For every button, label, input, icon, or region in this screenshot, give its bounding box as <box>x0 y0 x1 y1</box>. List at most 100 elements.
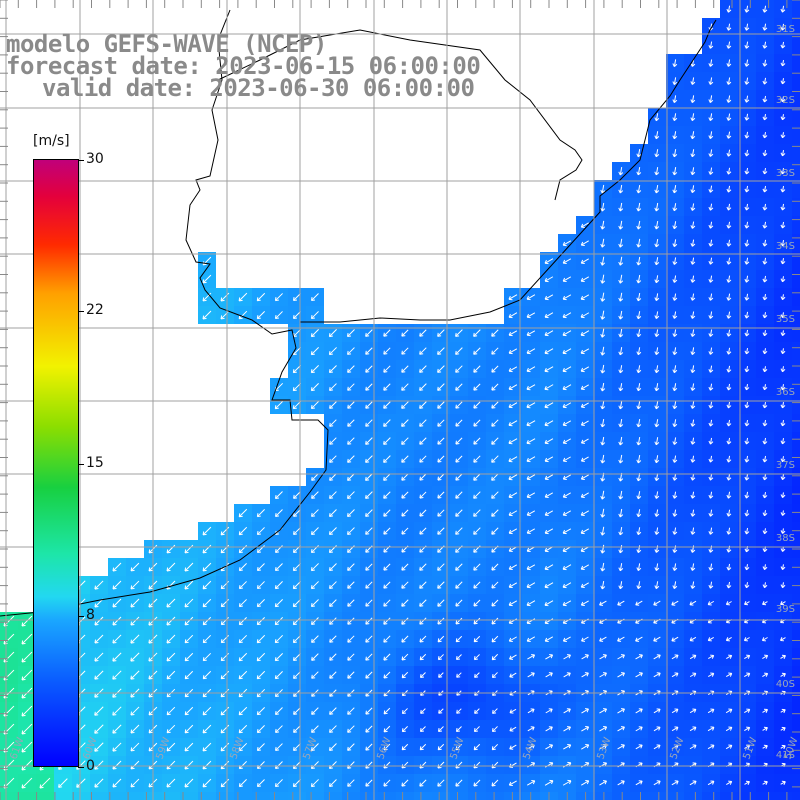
wind-arrow <box>275 509 283 517</box>
wind-arrow <box>544 312 554 319</box>
wind-arrow <box>580 474 589 480</box>
wind-arrow <box>473 329 481 337</box>
wind-arrow <box>690 293 696 301</box>
wind-arrow <box>635 672 643 678</box>
wind-arrow <box>780 78 786 85</box>
wind-arrow <box>491 383 499 391</box>
wind-arrow <box>383 599 391 607</box>
wind-speed-cell <box>792 90 800 108</box>
wind-arrow <box>526 510 536 517</box>
wind-speed-cell <box>108 792 126 800</box>
wind-arrow <box>599 672 607 678</box>
wind-arrow <box>419 347 427 355</box>
wind-arrow <box>491 672 498 679</box>
wind-arrow <box>202 310 212 320</box>
wind-arrow <box>310 401 319 410</box>
wind-arrow <box>347 617 355 625</box>
wind-arrow <box>708 365 714 373</box>
wind-arrow <box>618 581 624 590</box>
wind-arrow <box>780 239 786 247</box>
wind-arrow <box>544 510 554 517</box>
wind-arrow <box>780 23 786 31</box>
wind-arrow <box>311 509 319 517</box>
wind-arrow <box>636 527 642 536</box>
wind-arrow <box>653 672 661 678</box>
wind-arrow <box>618 292 624 302</box>
wind-arrow <box>544 456 554 463</box>
wind-arrow <box>636 311 642 320</box>
wind-arrow <box>310 347 319 356</box>
wind-arrow <box>672 77 678 85</box>
wind-arrow <box>238 292 248 302</box>
wind-arrow <box>365 437 373 445</box>
wind-arrow <box>690 329 696 337</box>
wind-arrow <box>112 652 122 662</box>
wind-arrow <box>310 383 319 392</box>
wind-arrow <box>581 654 589 660</box>
wind-arrow <box>166 562 176 572</box>
wind-arrow <box>672 383 678 392</box>
wind-arrow <box>311 653 319 661</box>
wind-arrow <box>562 564 572 571</box>
wind-arrow <box>726 293 732 301</box>
wind-arrow <box>618 184 624 194</box>
wind-arrow <box>473 563 481 571</box>
colorbar-tick-mark <box>78 311 84 312</box>
wind-arrow <box>473 347 481 355</box>
wind-arrow <box>94 652 104 662</box>
wind-arrow <box>329 419 337 427</box>
wind-arrow <box>636 418 642 428</box>
wind-arrow <box>562 312 572 319</box>
wind-arrow <box>708 203 714 211</box>
wind-arrow <box>274 616 284 626</box>
wind-arrow <box>708 329 714 337</box>
wind-arrow <box>762 221 768 229</box>
wind-arrow <box>347 437 355 445</box>
wind-arrow <box>311 671 319 679</box>
wind-arrow <box>455 509 463 517</box>
wind-arrow <box>671 600 679 606</box>
wind-arrow <box>526 402 536 409</box>
wind-arrow <box>725 637 732 642</box>
wind-arrow <box>544 636 554 643</box>
wind-arrow <box>671 654 679 660</box>
wind-arrow <box>600 328 606 338</box>
wind-arrow <box>509 654 517 660</box>
wind-arrow <box>600 184 606 194</box>
wind-arrow <box>526 348 536 355</box>
wind-arrow <box>636 329 642 338</box>
wind-arrow <box>654 275 660 284</box>
wind-arrow <box>383 581 391 589</box>
wind-arrow <box>383 383 391 391</box>
wind-arrow <box>437 509 445 517</box>
wind-arrow <box>166 670 176 680</box>
wind-arrow <box>256 310 266 320</box>
valid-date: valid date: 2023-06-30 06:00:00 <box>42 74 475 102</box>
wind-arrow <box>508 438 518 445</box>
wind-speed-cell <box>612 792 630 800</box>
wind-arrow <box>383 671 391 679</box>
wind-arrow <box>526 330 536 337</box>
wind-speed-cell <box>792 126 800 144</box>
lat-label: 36S <box>776 387 795 398</box>
wind-arrow <box>491 437 499 445</box>
wind-arrow <box>274 599 283 608</box>
wind-arrow <box>780 167 786 175</box>
wind-arrow <box>618 347 624 356</box>
wind-arrow <box>744 491 750 499</box>
wind-arrow <box>220 544 230 554</box>
wind-arrow <box>726 203 732 211</box>
wind-arrow <box>726 311 732 319</box>
wind-arrow <box>274 293 283 302</box>
wind-arrow <box>383 329 391 337</box>
wind-arrow <box>365 563 373 571</box>
wind-arrow <box>708 293 714 301</box>
wind-arrow <box>526 366 536 373</box>
wind-arrow <box>347 509 355 517</box>
wind-arrow <box>654 131 660 140</box>
wind-arrow <box>636 491 642 500</box>
wind-arrow <box>238 670 248 680</box>
wind-speed-cell <box>774 792 792 800</box>
wind-arrow <box>112 634 122 644</box>
wind-arrow <box>690 383 696 391</box>
